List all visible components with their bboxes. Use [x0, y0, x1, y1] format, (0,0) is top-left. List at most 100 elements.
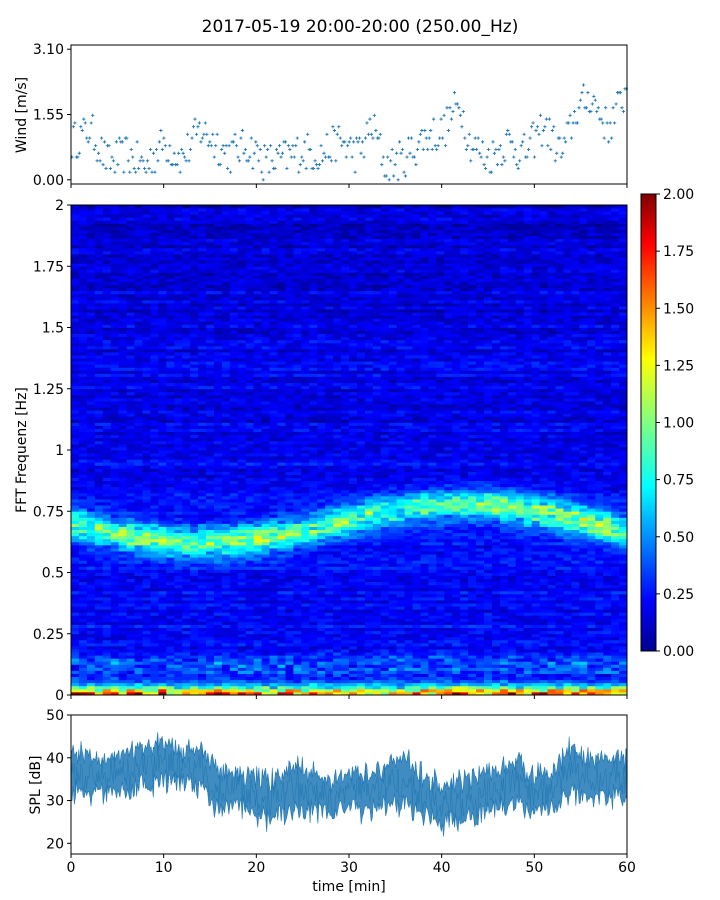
- spectrogram-cell: [150, 484, 158, 487]
- spectrogram-cell: [262, 563, 270, 566]
- spectrogram-cell: [190, 671, 198, 674]
- spectrogram-cell: [142, 545, 150, 548]
- spectrogram-cell: [158, 404, 166, 407]
- spectrogram-cell: [79, 416, 87, 419]
- spectrogram-cell: [127, 478, 135, 481]
- spectrogram-cell: [222, 306, 230, 309]
- spectrogram-cell: [262, 600, 270, 603]
- spectrogram-cell: [71, 471, 79, 474]
- spectrogram-cell: [142, 597, 150, 600]
- spectrogram-cell: [238, 419, 246, 422]
- spectrogram-cell: [79, 597, 87, 600]
- spectrogram-cell: [198, 282, 206, 285]
- spectrogram-cell: [174, 640, 182, 643]
- spectrogram-cell: [182, 383, 190, 386]
- spectrogram-cell: [254, 239, 262, 242]
- spectrogram-cell: [166, 282, 174, 285]
- spectrogram-cell: [190, 300, 198, 303]
- spectrogram-cell: [71, 478, 79, 481]
- spectrogram-cell: [166, 674, 174, 677]
- spectrogram-cell: [135, 331, 143, 334]
- spectrogram-cell: [87, 585, 95, 588]
- wind-point: [239, 136, 242, 139]
- spectrogram-cell: [135, 297, 143, 300]
- spectrogram-cell: [198, 612, 206, 615]
- spectrogram-cell: [206, 459, 214, 462]
- spectrogram-cell: [214, 591, 222, 594]
- spectrogram-cell: [119, 680, 127, 683]
- spectrogram-cell: [246, 223, 254, 226]
- spectrogram-cell: [190, 263, 198, 266]
- spectrogram-cell: [174, 530, 182, 533]
- spectrogram-cell: [166, 640, 174, 643]
- spectrogram-cell: [95, 649, 103, 652]
- spectrogram-cell: [150, 671, 158, 674]
- wind-point: [118, 136, 121, 139]
- spectrogram-cell: [214, 257, 222, 260]
- spectrogram-cell: [103, 655, 111, 658]
- spectrogram-cell: [127, 505, 135, 508]
- spectrogram-cell: [222, 612, 230, 615]
- spectrogram-cell: [214, 661, 222, 664]
- spectrogram-cell: [285, 563, 293, 566]
- wind-point: [113, 171, 116, 174]
- spectrogram-cell: [87, 312, 95, 315]
- spectrogram-cell: [158, 291, 166, 294]
- spectrogram-cell: [135, 245, 143, 248]
- spectrogram-cell: [79, 527, 87, 530]
- spectrogram-cell: [270, 551, 278, 554]
- spectrogram-cell: [127, 487, 135, 490]
- spectrogram-cell: [198, 340, 206, 343]
- spectrogram-cell: [166, 236, 174, 239]
- spectrogram-cell: [174, 392, 182, 395]
- spectrogram-cell: [79, 248, 87, 251]
- spectrogram-cell: [135, 370, 143, 373]
- spectrogram-cell: [158, 383, 166, 386]
- spectrogram-cell: [206, 230, 214, 233]
- spectrogram-cell: [254, 640, 262, 643]
- spectrogram-cell: [246, 628, 254, 631]
- spectrogram-cell: [71, 318, 79, 321]
- spectrogram-cell: [214, 671, 222, 674]
- spectrogram-cell: [142, 358, 150, 361]
- spectrogram-cell: [103, 297, 111, 300]
- spectrogram-cell: [270, 401, 278, 404]
- spectrogram-cell: [142, 401, 150, 404]
- spectrogram-cell: [230, 465, 238, 468]
- spectrogram-cell: [293, 324, 301, 327]
- spectrogram-cell: [206, 334, 214, 337]
- spectrogram-cell: [95, 471, 103, 474]
- spectrogram-cell: [142, 533, 150, 536]
- spectrogram-cell: [166, 493, 174, 496]
- spectrogram-cell: [135, 612, 143, 615]
- spectrogram-cell: [198, 551, 206, 554]
- spectrogram-cell: [238, 465, 246, 468]
- spectrogram-cell: [87, 377, 95, 380]
- spectrogram-cell: [103, 389, 111, 392]
- spectrogram-cell: [254, 251, 262, 254]
- spectrogram-cell: [254, 560, 262, 563]
- spectrogram-cell: [246, 217, 254, 220]
- spectrogram-cell: [262, 312, 270, 315]
- spectrogram-cell: [293, 453, 301, 456]
- spectrogram-cell: [230, 328, 238, 331]
- spectrogram-cell: [71, 349, 79, 352]
- spectrogram-cell: [127, 343, 135, 346]
- spectrogram-cell: [246, 588, 254, 591]
- spectrogram-cell: [103, 422, 111, 425]
- spectrogram-cell: [127, 533, 135, 536]
- spectrogram-cell: [87, 591, 95, 594]
- spectrogram-cell: [119, 655, 127, 658]
- spectrogram-cell: [95, 566, 103, 569]
- spectrogram-cell: [95, 334, 103, 337]
- wind-point: [391, 148, 394, 151]
- spectrogram-cell: [246, 524, 254, 527]
- spectrogram-cell: [79, 548, 87, 551]
- spectrogram-cell: [262, 618, 270, 621]
- spectrogram-cell: [285, 334, 293, 337]
- spectrogram-cell: [174, 459, 182, 462]
- spectrogram-cell: [142, 496, 150, 499]
- spectrogram-cell: [262, 205, 270, 208]
- spectrogram-cell: [262, 257, 270, 260]
- spectrogram-cell: [111, 530, 119, 533]
